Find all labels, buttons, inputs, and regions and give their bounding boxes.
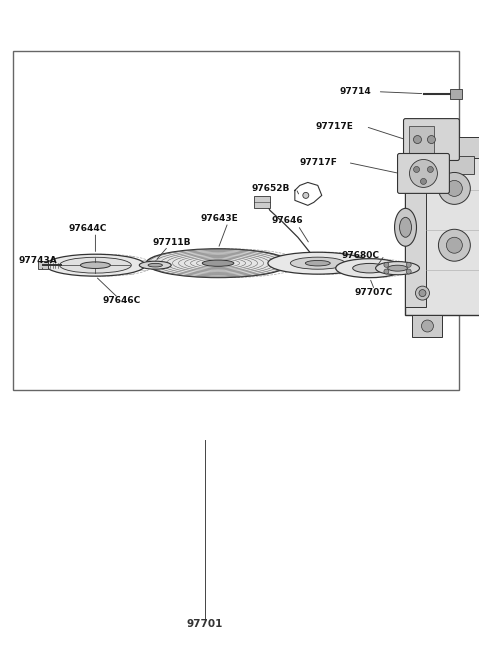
Circle shape <box>427 166 433 172</box>
Circle shape <box>420 178 426 185</box>
Ellipse shape <box>353 263 386 273</box>
Text: 97643E: 97643E <box>200 214 238 223</box>
Bar <box>412 315 443 337</box>
Ellipse shape <box>81 262 110 269</box>
Bar <box>420 136 480 159</box>
Ellipse shape <box>376 261 420 274</box>
Text: 97717F: 97717F <box>300 158 338 167</box>
Bar <box>444 157 474 174</box>
Circle shape <box>438 172 470 204</box>
Circle shape <box>421 320 433 332</box>
Circle shape <box>406 263 411 267</box>
Text: 97717E: 97717E <box>316 122 354 131</box>
Bar <box>405 141 480 315</box>
Ellipse shape <box>60 257 132 273</box>
Ellipse shape <box>268 252 368 274</box>
Bar <box>12 51 459 390</box>
Text: 97743A: 97743A <box>19 255 58 265</box>
Ellipse shape <box>399 217 411 237</box>
Text: 97701: 97701 <box>187 619 223 629</box>
Bar <box>408 126 434 153</box>
Circle shape <box>414 166 420 172</box>
Text: 97644C: 97644C <box>69 224 107 233</box>
Circle shape <box>438 229 470 261</box>
Ellipse shape <box>388 265 408 271</box>
Ellipse shape <box>148 263 162 267</box>
Circle shape <box>446 180 462 196</box>
Bar <box>254 196 270 208</box>
Circle shape <box>428 136 435 143</box>
Circle shape <box>303 193 309 198</box>
Text: 97707C: 97707C <box>355 288 393 297</box>
Text: 97652B: 97652B <box>252 184 290 193</box>
Circle shape <box>416 155 430 170</box>
FancyBboxPatch shape <box>397 153 449 193</box>
Ellipse shape <box>202 260 234 267</box>
Circle shape <box>406 269 411 274</box>
FancyBboxPatch shape <box>404 119 459 160</box>
Text: 97646: 97646 <box>272 215 303 225</box>
Circle shape <box>409 159 437 187</box>
Text: 97714: 97714 <box>340 87 372 96</box>
Ellipse shape <box>46 254 145 276</box>
Bar <box>450 88 462 99</box>
Ellipse shape <box>336 259 404 278</box>
Text: 97646C: 97646C <box>102 295 141 305</box>
Ellipse shape <box>305 261 330 266</box>
Text: 97680C: 97680C <box>342 251 380 260</box>
Circle shape <box>416 286 430 300</box>
Ellipse shape <box>139 261 171 269</box>
Circle shape <box>419 290 426 297</box>
Ellipse shape <box>146 249 290 278</box>
Circle shape <box>384 269 389 274</box>
Text: 97711B: 97711B <box>152 238 191 247</box>
Ellipse shape <box>395 208 417 246</box>
Circle shape <box>419 159 426 166</box>
Bar <box>405 149 426 307</box>
Ellipse shape <box>290 257 345 269</box>
Circle shape <box>413 136 421 143</box>
Circle shape <box>446 237 462 253</box>
Circle shape <box>384 263 389 267</box>
Bar <box>37 261 48 269</box>
